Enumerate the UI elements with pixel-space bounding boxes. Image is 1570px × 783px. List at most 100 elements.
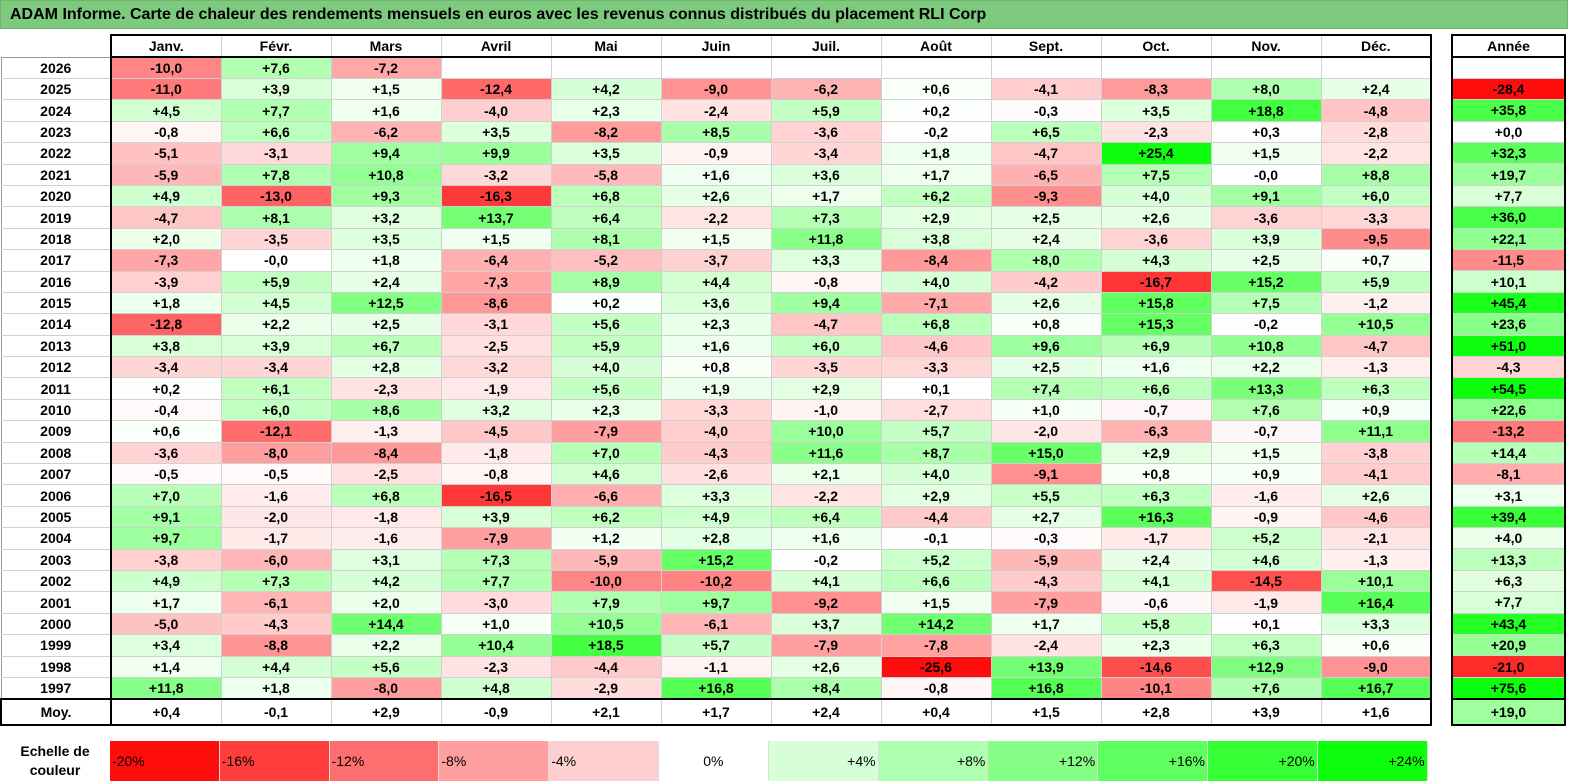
heatmap-cell: -0,2: [1210, 313, 1322, 336]
heatmap-cell: +3,5: [440, 120, 552, 144]
heatmap-cell: +3,7: [770, 612, 882, 636]
heatmap-cell: -6,0: [220, 548, 332, 571]
annual-row: +6,3: [1451, 570, 1566, 593]
heatmap-cell: [880, 56, 992, 79]
color-scale-swatch: -16%: [219, 741, 330, 781]
heatmap-cell: +10,1: [1320, 569, 1432, 593]
heatmap-cell: -3,3: [660, 398, 772, 422]
heatmap-cell: -7,8: [880, 634, 992, 657]
heatmap-cell: +14,2: [880, 612, 992, 636]
year-label: 2024: [0, 99, 112, 122]
heatmap-cell: +5,9: [220, 270, 332, 293]
heatmap-cell: -1,8: [440, 441, 552, 465]
heatmap-cell: +16,8: [990, 676, 1102, 700]
heatmap-cell: +2,2: [220, 313, 332, 336]
heatmap-cell: +7,3: [220, 569, 332, 593]
heatmap-cell: +1,6: [660, 163, 772, 186]
heatmap-cell: +8,0: [1210, 77, 1322, 101]
year-label: 2002: [0, 569, 112, 593]
heatmap-cell: +6,2: [550, 505, 662, 529]
heatmap-cell: -4,2: [990, 270, 1102, 293]
heatmap-cell: +2,9: [770, 377, 882, 400]
heatmap-cell: -0,0: [1210, 163, 1322, 186]
heatmap-cell: -2,0: [220, 505, 332, 529]
heatmap-cell: +2,5: [330, 313, 442, 336]
heatmap-cell: -3,4: [770, 142, 882, 165]
annual-cell: +7,7: [1451, 185, 1566, 208]
heatmap-cell: +2,5: [1210, 249, 1322, 272]
heatmap-cell: +1,7: [770, 184, 882, 208]
heatmap-cell: +4,9: [110, 569, 222, 593]
heatmap-cell: +15,3: [1100, 313, 1212, 336]
heatmap-cell: +6,0: [220, 398, 332, 422]
heatmap-cell: +2,8: [330, 356, 442, 379]
heatmap-cell: +9,9: [440, 142, 552, 165]
month-header-row: Janv. Févr. Mars Avril Mai Juin Juil. Août Sept.…: [1, 34, 1432, 58]
heatmap-cell: +3,8: [110, 334, 222, 358]
heatmap-cell: +16,7: [1320, 676, 1432, 700]
table-row: 2013 +3,8 +3,9 +6,7 -2,5 +5,9 +1,6 +6,0 -4,6 +9,6…: [0, 334, 1432, 358]
heatmap-cell: +3,6: [770, 163, 882, 186]
heatmap-cell: -6,1: [660, 612, 772, 636]
heatmap-cell: +1,7: [990, 612, 1102, 636]
annual-row: +13,3: [1451, 548, 1566, 571]
heatmap-cell: -0,5: [220, 463, 332, 486]
heatmap-cell: -13,0: [220, 184, 332, 208]
heatmap-cell: -7,3: [110, 249, 222, 272]
table-row: 2021 -5,9 +7,8 +10,8 -3,2 -5,8 +1,6 +3,6 +1,7 -6,…: [0, 163, 1432, 186]
heatmap-cell: +2,3: [550, 398, 662, 422]
heatmap-cell: -2,3: [440, 655, 552, 678]
heatmap-cell: +2,0: [110, 227, 222, 251]
heatmap-cell: +6,1: [220, 377, 332, 400]
table-row: 2018 +2,0 -3,5 +3,5 +1,5 +8,1 +1,5 +11,8 +3,8 +2,…: [0, 227, 1432, 251]
table-row: 1998 +1,4 +4,4 +5,6 -2,3 -4,4 -1,1 +2,6 -25,6 +13…: [0, 655, 1432, 678]
heatmap-cell: +2,1: [770, 463, 882, 486]
heatmap-cell: +7,0: [550, 441, 662, 465]
annual-cell: +23,6: [1451, 313, 1566, 336]
year-label: 2019: [0, 206, 112, 229]
heatmap-cell: +13,9: [990, 655, 1102, 678]
heatmap-cell: +6,6: [1100, 377, 1212, 400]
year-label: 2004: [0, 527, 112, 550]
month-header: Mai: [550, 34, 662, 58]
annual-row: -21,0: [1451, 655, 1566, 678]
heatmap-cell: +8,9: [550, 270, 662, 293]
heatmap-cell: -7,3: [440, 270, 552, 293]
heatmap-cell: -16,5: [440, 484, 552, 507]
heatmap-cell: +3,1: [330, 548, 442, 571]
heatmap-cell: +10,8: [330, 163, 442, 186]
heatmap-cell: +6,8: [330, 484, 442, 507]
heatmap-cell: +4,5: [220, 291, 332, 315]
average-cell: +0,4: [110, 697, 222, 726]
annual-row: +45,4: [1451, 292, 1566, 315]
heatmap-cell: +0,6: [1320, 634, 1432, 657]
heatmap-cell: -1,7: [220, 527, 332, 550]
month-header: Janv.: [110, 34, 222, 58]
heatmap-cell: +4,3: [1100, 249, 1212, 272]
heatmap-cell: -10,0: [110, 56, 222, 79]
heatmap-cell: +0,2: [110, 377, 222, 400]
heatmap-cell: +5,5: [990, 484, 1102, 507]
heatmap-cell: -0,3: [990, 99, 1102, 122]
heatmap-cell: +0,8: [1100, 463, 1212, 486]
year-label: 1999: [0, 634, 112, 657]
annual-cell: +39,4: [1451, 506, 1566, 529]
heatmap-cell: -1,6: [220, 484, 332, 507]
heatmap-cell: +1,8: [330, 249, 442, 272]
heatmap-cell: -9,0: [1320, 655, 1432, 678]
annual-row: +3,1: [1451, 484, 1566, 507]
heatmap-cell: -5,1: [110, 142, 222, 165]
heatmap-cell: +2,9: [1100, 441, 1212, 465]
heatmap-cell: [1210, 56, 1322, 79]
heatmap-cell: -6,2: [770, 77, 882, 101]
heatmap-cell: +6,4: [550, 206, 662, 229]
heatmap-cell: +3,5: [550, 142, 662, 165]
heatmap-cell: [1320, 56, 1432, 79]
heatmap-cell: +1,7: [880, 163, 992, 186]
heatmap-cell: -3,5: [770, 356, 882, 379]
table-row: 2002 +4,9 +7,3 +4,2 +7,7 -10,0 -10,2 +4,1 +6,6 -4…: [0, 569, 1432, 593]
color-scale-swatch: -20%: [110, 741, 220, 781]
heatmap-cell: +0,2: [880, 99, 992, 122]
average-row: Moy. +0,4 -0,1 +2,9 -0,9 +2,1 +1,7 +2,4 +0,4 +1,5…: [0, 697, 1432, 726]
heatmap-cell: [550, 56, 662, 79]
